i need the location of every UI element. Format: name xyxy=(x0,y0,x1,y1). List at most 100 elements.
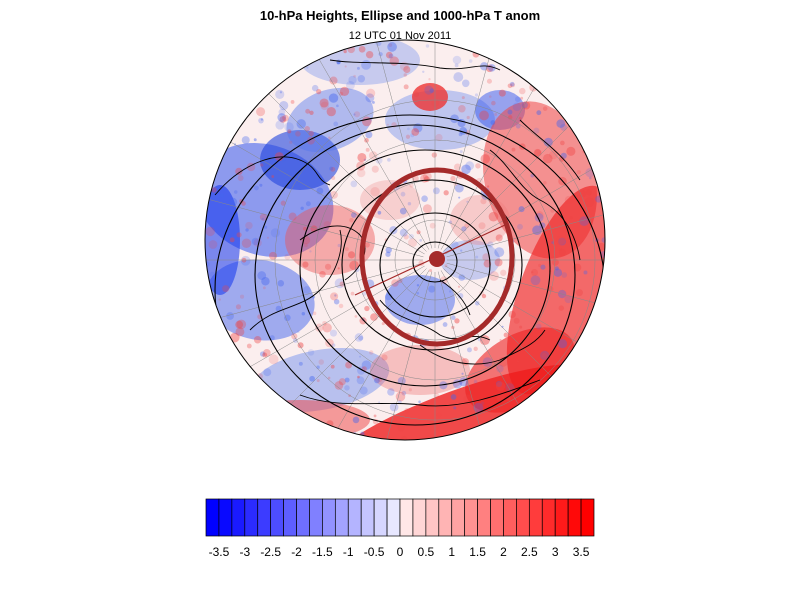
anomaly-speckle xyxy=(408,238,418,248)
colorbar-swatch xyxy=(270,498,284,537)
anomaly-speckle xyxy=(275,120,285,130)
height-contours xyxy=(214,114,605,440)
anomaly-speckle xyxy=(432,187,440,195)
anomaly-speckle xyxy=(309,375,315,382)
anomaly-speckle xyxy=(344,385,350,391)
anomaly-speckle xyxy=(361,360,372,370)
anomaly-speckle xyxy=(560,123,567,131)
anomaly-speckle xyxy=(425,44,430,48)
anomaly-speckle xyxy=(297,342,304,349)
anomaly-speckle xyxy=(329,76,338,85)
colorbar-swatch xyxy=(554,498,569,537)
anomaly-speckle xyxy=(480,401,485,405)
anomaly-speckle xyxy=(353,111,361,118)
anomaly-speckle xyxy=(494,247,505,258)
anomaly-speckle xyxy=(454,63,459,68)
anomaly-speckle xyxy=(331,343,336,347)
anomaly-speckle xyxy=(381,354,388,361)
colorbar-swatch xyxy=(334,498,349,537)
coastline xyxy=(249,229,342,331)
anomaly-speckle xyxy=(405,134,411,139)
anomaly-speckle xyxy=(338,378,346,386)
height-contour xyxy=(254,124,576,426)
anomaly-speckle xyxy=(356,66,360,70)
height-contour xyxy=(214,114,605,440)
anomaly-speckle xyxy=(531,271,534,274)
anomaly-speckle xyxy=(461,372,464,375)
anomaly-speckle xyxy=(385,246,392,254)
anomaly-speckle xyxy=(422,70,425,73)
anomaly-speckle xyxy=(309,110,314,115)
anomaly-speckle xyxy=(556,235,566,246)
anomaly-speckle xyxy=(444,264,448,268)
anomaly-speckle xyxy=(319,98,329,108)
anomaly-speckle xyxy=(512,102,522,112)
anomaly-speckle xyxy=(344,377,350,383)
colorbar-swatch xyxy=(567,498,582,537)
anomaly-speckle xyxy=(397,376,406,385)
anomaly-speckle xyxy=(558,237,567,246)
anomaly-speckle xyxy=(363,158,367,161)
anomaly-speckle xyxy=(304,126,310,132)
anomaly-speckle xyxy=(388,53,394,59)
anomaly-speckle xyxy=(268,354,279,365)
anomaly-speckle xyxy=(400,191,406,197)
anomaly-speckle xyxy=(334,278,345,289)
anomaly-speckle xyxy=(428,78,431,81)
colorbar-swatch xyxy=(399,498,414,537)
anomaly-speckle xyxy=(542,106,548,111)
anomaly-region xyxy=(205,185,240,295)
anomaly-speckle xyxy=(349,260,359,271)
longitude-line xyxy=(440,270,566,440)
longitude-line xyxy=(304,270,430,440)
anomaly-speckle xyxy=(241,238,252,248)
anomaly-speckle xyxy=(348,75,357,85)
anomaly-speckle xyxy=(421,195,428,202)
anomaly-speckle xyxy=(454,183,464,193)
anomaly-speckle xyxy=(263,349,271,357)
colorbar-swatch xyxy=(231,498,246,537)
anomaly-speckle xyxy=(354,315,358,318)
anomaly-speckle xyxy=(397,400,402,404)
anomaly-speckle xyxy=(352,416,360,424)
coastline xyxy=(299,379,541,407)
anomaly-speckle xyxy=(326,106,336,117)
anomaly-speckle xyxy=(601,237,605,243)
anomaly-speckle xyxy=(411,128,420,136)
anomaly-speckle xyxy=(494,258,503,267)
anomaly-speckle xyxy=(369,350,374,355)
anomaly-speckle xyxy=(333,121,339,127)
anomaly-speckle xyxy=(482,253,491,262)
anomaly-speckle xyxy=(575,289,583,297)
anomaly-speckle xyxy=(410,133,415,138)
anomaly-speckle xyxy=(303,286,311,294)
anomaly-speckle xyxy=(403,65,411,74)
anomaly-speckle xyxy=(401,390,407,396)
anomaly-speckle xyxy=(558,305,564,311)
colorbar-swatch xyxy=(218,498,233,537)
anomaly-speckle xyxy=(452,55,462,65)
colorbar-tick-label: -3.5 xyxy=(209,545,230,559)
anomaly-speckle xyxy=(536,110,542,116)
map-subtitle: 12 UTC 01 Nov 2011 xyxy=(348,30,452,42)
anomaly-speckle xyxy=(359,386,368,395)
anomaly-speckle xyxy=(280,200,286,206)
anomaly-speckle xyxy=(357,152,367,162)
anomaly-speckle xyxy=(208,240,218,249)
anomaly-speckle xyxy=(553,268,563,277)
longitude-line xyxy=(304,40,430,250)
anomaly-speckle xyxy=(474,93,479,97)
longitude-line xyxy=(445,265,605,391)
anomaly-speckle xyxy=(489,95,492,98)
colorbar-swatch xyxy=(309,498,323,537)
anomaly-speckle xyxy=(356,168,366,178)
anomaly-speckle xyxy=(339,86,350,97)
anomaly-speckle xyxy=(534,149,542,157)
anomaly-speckle xyxy=(507,83,513,89)
coastline xyxy=(519,119,581,181)
colorbar-swatch xyxy=(412,498,427,537)
coastline xyxy=(489,149,581,261)
anomaly-speckle xyxy=(514,96,521,103)
anomaly-speckle xyxy=(503,332,509,338)
colorbar-swatch xyxy=(425,498,440,537)
